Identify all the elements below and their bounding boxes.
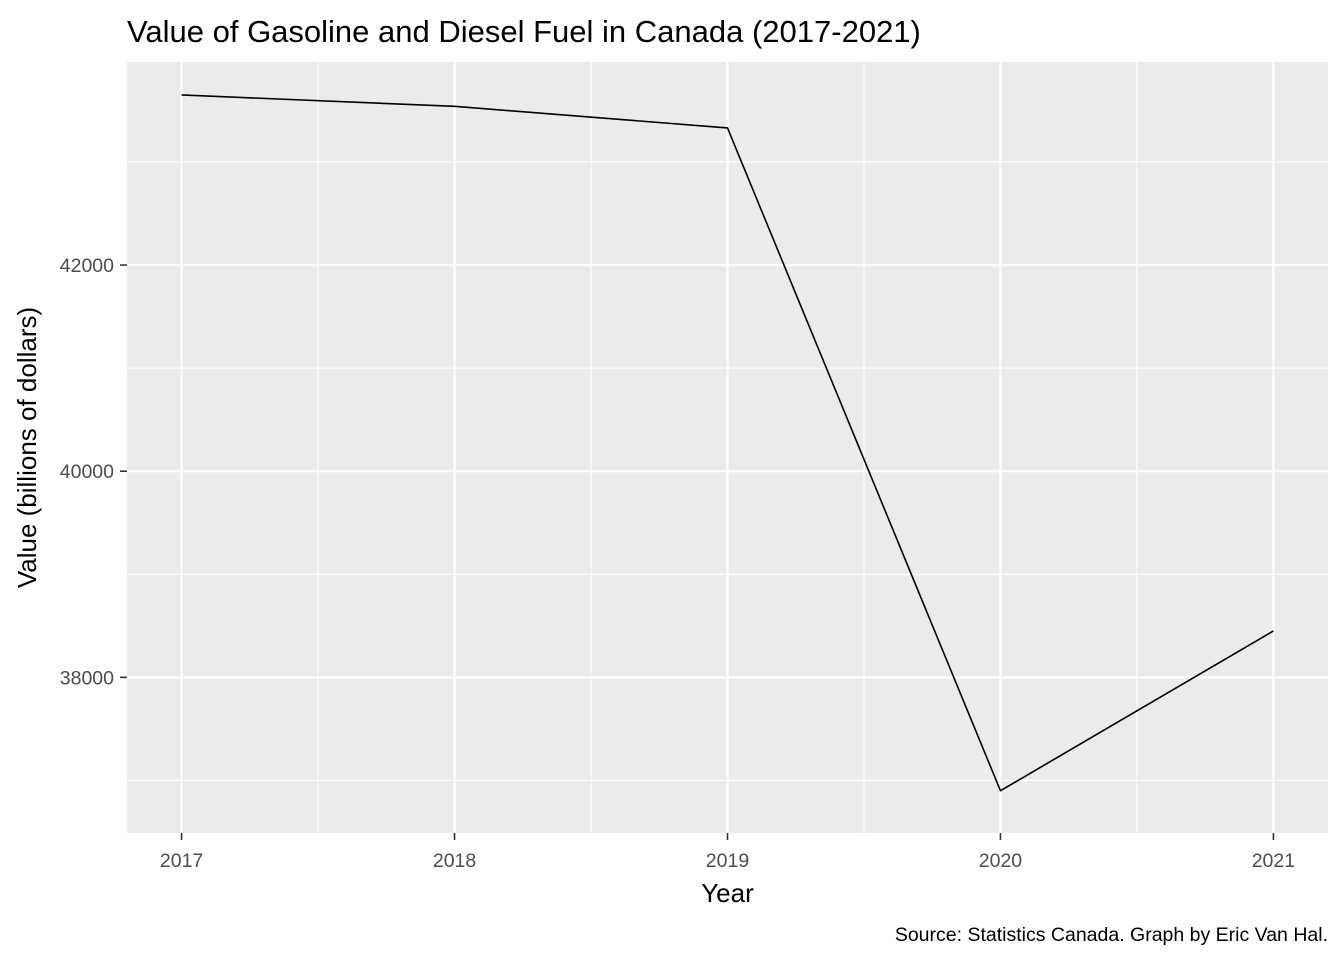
chart-caption: Source: Statistics Canada. Graph by Eric… xyxy=(895,924,1328,946)
y-axis-ticks: 38000 40000 42000 xyxy=(60,255,127,689)
x-axis-title: Year xyxy=(701,878,754,908)
y-tick-label: 42000 xyxy=(60,255,114,277)
x-tick-label: 2017 xyxy=(160,850,203,872)
y-tick-label: 38000 xyxy=(60,667,114,689)
x-axis-ticks: 2017 2018 2019 2020 2021 xyxy=(160,833,1295,872)
x-tick-label: 2018 xyxy=(433,850,476,872)
x-tick-label: 2021 xyxy=(1252,850,1295,872)
y-axis-title: Value (billions of dollars) xyxy=(12,307,42,588)
x-tick-label: 2020 xyxy=(979,850,1023,872)
x-tick-label: 2019 xyxy=(706,850,749,872)
chart-title: Value of Gasoline and Diesel Fuel in Can… xyxy=(127,14,921,49)
series-line-value xyxy=(181,94,1274,792)
major-gridlines xyxy=(127,62,1328,833)
y-tick-label: 40000 xyxy=(60,461,114,483)
